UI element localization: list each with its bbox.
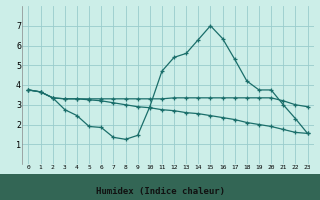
Text: Humidex (Indice chaleur): Humidex (Indice chaleur) (95, 187, 225, 196)
